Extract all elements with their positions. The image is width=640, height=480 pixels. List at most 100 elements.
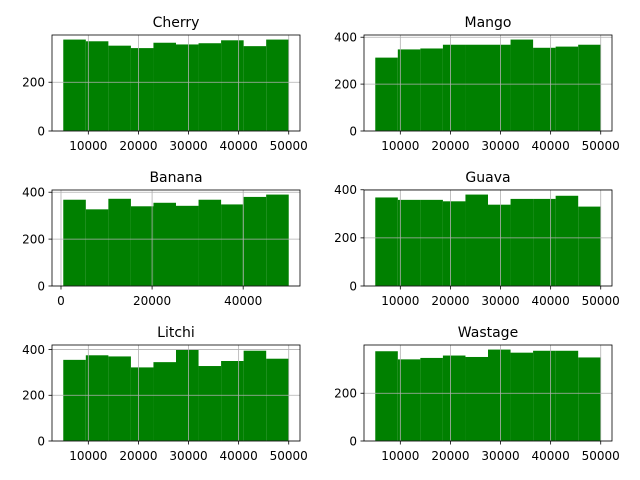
banana-bar	[85, 209, 109, 286]
guava-bar	[375, 197, 398, 286]
guava-title: Guava	[465, 170, 510, 186]
banana-bar	[221, 204, 244, 286]
cherry-bar	[221, 40, 244, 131]
guava-x-tick-label: 30000	[481, 294, 519, 308]
guava-y-tick-label: 200	[334, 231, 357, 245]
cherry-x-tick-label: 40000	[220, 139, 258, 153]
guava-bar	[488, 204, 511, 286]
guava-bar	[555, 195, 579, 286]
wastage-x-tick-label: 30000	[481, 449, 519, 463]
mango-x-tick-label: 10000	[381, 139, 419, 153]
guava-bar	[578, 206, 601, 286]
wastage-x-tick-label: 10000	[381, 449, 419, 463]
banana-bar	[176, 205, 199, 286]
banana-bar	[153, 202, 176, 286]
mango-y-tick-label: 200	[334, 77, 357, 91]
cherry-bar	[63, 39, 86, 131]
banana-bar	[63, 199, 86, 286]
cherry-bar	[266, 39, 289, 131]
banana-x-tick-label: 20000	[133, 294, 171, 308]
mango-bar	[578, 44, 601, 132]
guava-x-tick-label: 10000	[381, 294, 419, 308]
litchi-x-tick-label: 20000	[119, 449, 157, 463]
litchi-bar	[266, 358, 289, 441]
cherry-x-tick-label: 10000	[69, 139, 107, 153]
cherry-bar	[130, 48, 154, 131]
banana-title: Banana	[149, 170, 202, 186]
mango-x-tick-label: 20000	[431, 139, 469, 153]
banana-y-tick-label: 0	[37, 279, 45, 293]
cherry-y-tick-label: 0	[37, 124, 45, 138]
banana-bar	[108, 198, 131, 286]
litchi-bar	[85, 355, 109, 441]
wastage-bar	[442, 355, 466, 441]
mango-y-tick-label: 0	[349, 124, 357, 138]
wastage-bar	[488, 349, 511, 441]
litchi-bar	[198, 366, 222, 441]
banana-x-tick-label: 0	[57, 294, 65, 308]
mango-bar	[533, 47, 556, 131]
subplot-mango: 10000 20000 30000 40000 50000 0 200 400 Mango	[334, 15, 620, 153]
wastage-y-tick-label: 0	[349, 434, 357, 448]
cherry-y-tick-label: 200	[22, 76, 45, 90]
wastage-bar	[420, 357, 443, 441]
litchi-title: Litchi	[157, 325, 195, 341]
wastage-bar	[533, 350, 556, 441]
litchi-bar	[130, 367, 154, 441]
mango-x-tick-label: 30000	[481, 139, 519, 153]
guava-bar	[397, 199, 421, 286]
banana-axes-frame	[51, 189, 301, 287]
wastage-bar	[465, 356, 488, 441]
guava-x-tick-label: 20000	[431, 294, 469, 308]
subplot-banana: 0 20000 40000 0 200 400 Banana	[22, 170, 301, 308]
banana-x-tick-label: 40000	[224, 294, 262, 308]
litchi-x-tick-label: 50000	[270, 449, 308, 463]
cherry-title: Cherry	[153, 15, 200, 31]
litchi-bar	[221, 361, 244, 441]
cherry-x-tick-label: 20000	[119, 139, 157, 153]
cherry-bar	[85, 41, 109, 131]
wastage-bar	[555, 350, 579, 441]
wastage-x-tick-label: 50000	[582, 449, 620, 463]
litchi-bar	[63, 359, 86, 441]
litchi-x-tick-label: 40000	[220, 449, 258, 463]
litchi-y-tick-label: 0	[37, 434, 45, 448]
banana-y-tick-label: 200	[22, 232, 45, 246]
litchi-y-tick-label: 400	[22, 343, 45, 357]
mango-x-tick-label: 40000	[532, 139, 570, 153]
wastage-y-tick-label: 200	[334, 387, 357, 401]
wastage-bar	[510, 352, 534, 441]
guava-bar	[420, 199, 443, 286]
subplot-guava: 10000 20000 30000 40000 50000 0 200 400 Guava	[334, 170, 620, 308]
banana-bar	[130, 206, 154, 286]
mango-bar	[442, 44, 466, 132]
cherry-bar	[243, 46, 267, 131]
mango-bar	[465, 44, 488, 132]
litchi-bar	[153, 362, 176, 441]
cherry-x-tick-label: 30000	[169, 139, 207, 153]
subplot-cherry: 10000 20000 30000 40000 50000 0 200 Cherry	[22, 15, 308, 153]
wastage-bar	[578, 357, 601, 441]
guava-bar	[442, 201, 466, 286]
litchi-bar	[243, 350, 267, 441]
mango-bar	[397, 49, 421, 131]
banana-y-tick-label: 400	[22, 186, 45, 200]
mango-axes-frame	[363, 34, 613, 132]
banana-bar	[266, 194, 289, 286]
banana-bar	[198, 199, 222, 286]
mango-x-tick-label: 50000	[582, 139, 620, 153]
litchi-x-tick-label: 10000	[69, 449, 107, 463]
wastage-bar	[375, 351, 398, 441]
mango-bar	[510, 39, 534, 131]
mango-bar	[420, 48, 443, 132]
mango-bar	[555, 46, 579, 131]
cherry-bar	[176, 44, 199, 132]
guava-y-tick-label: 400	[334, 183, 357, 197]
cherry-bar	[153, 42, 176, 131]
mango-title: Mango	[465, 15, 512, 31]
litchi-x-tick-label: 30000	[169, 449, 207, 463]
mango-bar	[488, 44, 511, 132]
guava-x-tick-label: 40000	[532, 294, 570, 308]
litchi-axes-frame	[51, 344, 301, 442]
